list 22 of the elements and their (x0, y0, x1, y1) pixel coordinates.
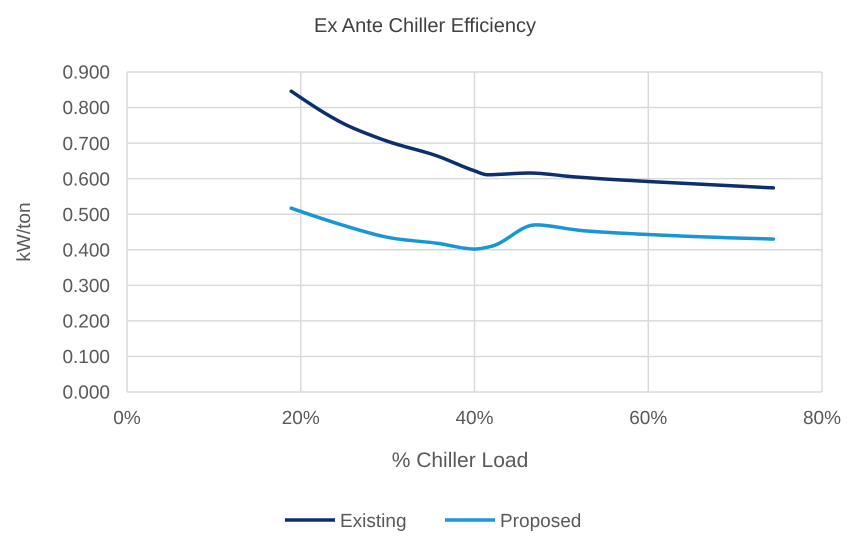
y-tick-label: 0.300 (62, 276, 110, 297)
y-tick-label: 0.100 (62, 347, 110, 368)
y-tick-label: 0.800 (62, 98, 110, 120)
x-tick-label: 60% (629, 408, 668, 429)
y-tick-label: 0.400 (62, 240, 110, 262)
y-tick-label: 0.600 (62, 169, 110, 190)
y-tick-label: 0.500 (62, 204, 110, 226)
x-tick-label: 80% (802, 408, 842, 429)
y-tick-label: 0.700 (62, 134, 110, 155)
y-tick-label: 0.900 (62, 62, 110, 84)
x-tick-label: 20% (282, 408, 320, 429)
y-tick-label: 0.200 (62, 312, 110, 333)
line-series (289, 206, 776, 251)
line-series (289, 89, 776, 190)
y-tick-label: 0.000 (62, 382, 110, 404)
x-axis-title: % Chiller Load (392, 449, 528, 472)
chart-title: Ex Ante Chiller Efficiency (314, 15, 536, 37)
y-axis-title: kW/ton (14, 202, 35, 262)
x-tick-label: 0% (113, 408, 141, 429)
legend-label: Proposed (500, 511, 582, 532)
legend-label: Existing (340, 511, 407, 532)
x-tick-label: 40% (455, 408, 494, 429)
